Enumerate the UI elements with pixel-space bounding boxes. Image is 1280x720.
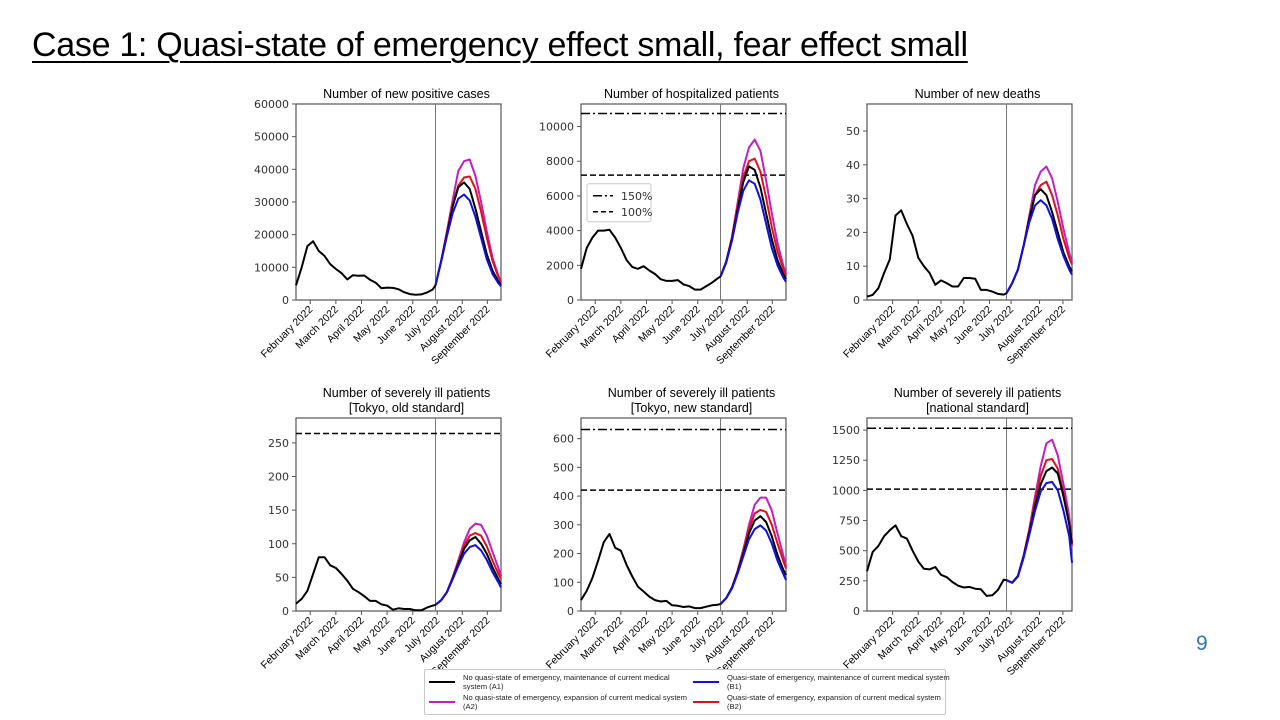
y-tick-label: 30000: [254, 196, 289, 209]
series-line-b1: [719, 179, 787, 283]
y-tick-label: 500: [839, 545, 860, 558]
legend-label-a2: No quasi-state of emergency, expansion o…: [463, 693, 687, 711]
chart-panel-2: Number of hospitalized patients 0 2000 4000…: [539, 87, 787, 367]
page-number: 9: [1196, 632, 1208, 655]
plot-frame: [580, 417, 787, 612]
y-tick-label: 200: [553, 548, 574, 561]
y-tick-label: 150: [268, 504, 289, 517]
chart-panel-4: Number of severely ill patients[Tokyo, o…: [259, 386, 502, 678]
y-tick-label: 10: [846, 260, 860, 273]
y-tick-label: 1250: [832, 454, 860, 467]
y-tick-label: 250: [268, 437, 289, 450]
chart-title: Number of new deaths: [915, 87, 1041, 101]
y-tick-label: 10000: [539, 121, 574, 134]
chart-title: [Tokyo, new standard]: [631, 401, 753, 415]
y-tick-label: 40: [846, 159, 860, 172]
series-line-b1: [434, 193, 502, 287]
series-line-b1: [1006, 480, 1073, 584]
y-tick-label: 4000: [546, 225, 574, 238]
plot-frame: [295, 417, 502, 612]
legend-swatch-a1: [429, 681, 455, 683]
legend-item-b2: Quasi-state of emergency, expansion of c…: [693, 693, 957, 711]
chart-title: Number of hospitalized patients: [604, 87, 779, 101]
legend-swatch-b1: [693, 681, 719, 683]
chart-title: Number of severely ill patients: [323, 386, 490, 400]
legend-item-a2: No quasi-state of emergency, expansion o…: [429, 693, 693, 711]
observed-line: [295, 556, 436, 612]
plot-frame: [580, 103, 787, 301]
y-tick-label: 10000: [254, 261, 289, 274]
y-tick-label: 60000: [254, 98, 289, 111]
plot-frame: [866, 103, 1073, 301]
chart-panel-3: Number of new deaths01020304050February …: [841, 87, 1073, 367]
legend-label-a1: No quasi-state of emergency, maintenance…: [463, 673, 670, 691]
chart-title: [national standard]: [926, 401, 1029, 415]
legend-swatch-b2: [693, 701, 719, 703]
series-legend: No quasi-state of emergency, maintenance…: [424, 669, 950, 715]
y-tick-label: 500: [553, 461, 574, 474]
slide-title: Case 1: Quasi-state of emergency effect …: [32, 26, 968, 64]
y-tick-label: 1500: [832, 424, 860, 437]
y-tick-label: 0: [853, 294, 860, 307]
y-tick-label: 600: [553, 433, 574, 446]
observed-line: [295, 240, 437, 296]
legend-label-b2: Quasi-state of emergency, expansion of c…: [727, 693, 941, 711]
y-tick-label: 0: [282, 605, 289, 618]
y-tick-label: 0: [853, 605, 860, 618]
y-tick-label: 30: [846, 193, 860, 206]
reference-legend-label: 100%: [621, 206, 652, 219]
y-tick-label: 20000: [254, 229, 289, 242]
series-line-b1: [1005, 199, 1073, 294]
observed-line: [580, 228, 722, 291]
y-tick-label: 200: [268, 471, 289, 484]
y-tick-label: 20: [846, 226, 860, 239]
observed-line: [866, 524, 1007, 597]
series-line-a1: [1005, 188, 1073, 294]
y-tick-label: 100: [268, 538, 289, 551]
y-tick-label: 0: [567, 294, 574, 307]
series-line-b1: [719, 524, 787, 605]
legend-item-a1: No quasi-state of emergency, maintenance…: [429, 673, 693, 691]
y-tick-label: 300: [553, 519, 574, 532]
y-tick-label: 750: [839, 515, 860, 528]
chart-panel-5: Number of severely ill patients[Tokyo, n…: [544, 386, 787, 678]
y-tick-label: 1000: [832, 484, 860, 497]
chart-title: [Tokyo, old standard]: [349, 401, 464, 415]
reference-legend: 150% 100%: [586, 183, 652, 223]
chart-panel-6: Number of severely ill patients[national…: [832, 386, 1073, 678]
legend-swatch-a2: [429, 701, 455, 703]
series-line-b2: [1005, 180, 1073, 294]
reference-legend-label: 150%: [621, 190, 652, 203]
y-tick-label: 6000: [546, 190, 574, 203]
y-tick-label: 250: [839, 575, 860, 588]
series-line-b1: [434, 544, 502, 606]
y-tick-label: 50: [846, 125, 860, 138]
y-tick-label: 50: [275, 571, 289, 584]
chart-title: Number of new positive cases: [323, 87, 490, 101]
y-tick-label: 2000: [546, 259, 574, 272]
y-tick-label: 0: [282, 294, 289, 307]
observed-line: [580, 533, 721, 610]
series-line-a2: [1006, 438, 1073, 584]
y-tick-label: 50000: [254, 131, 289, 144]
y-tick-label: 100: [553, 576, 574, 589]
legend-item-b1: Quasi-state of emergency, maintenance of…: [693, 673, 957, 691]
chart-panel-1: Number of new positive cases 0 10000 20000 3…: [254, 87, 502, 367]
y-tick-label: 0: [567, 605, 574, 618]
chart-title: Number of severely ill patients: [608, 386, 775, 400]
y-tick-label: 8000: [546, 155, 574, 168]
y-tick-label: 400: [553, 490, 574, 503]
observed-line: [866, 209, 1007, 298]
y-tick-label: 40000: [254, 163, 289, 176]
plot-frame: [866, 417, 1073, 612]
chart-title: Number of severely ill patients: [894, 386, 1061, 400]
legend-label-b1: Quasi-state of emergency, maintenance of…: [727, 673, 950, 691]
